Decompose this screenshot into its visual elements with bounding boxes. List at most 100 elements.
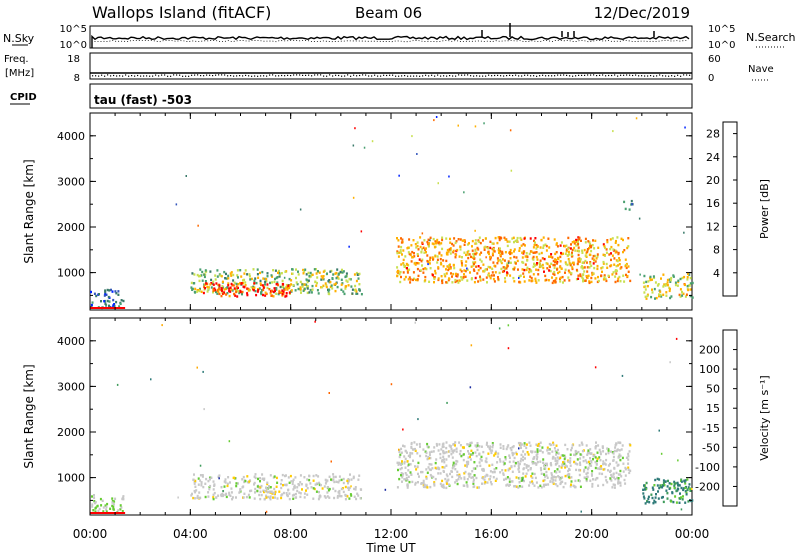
echo-cell	[437, 278, 440, 282]
echo-cell	[584, 241, 587, 244]
echo-cell	[212, 497, 215, 501]
echo-cell	[525, 268, 528, 272]
echo-cell	[683, 479, 686, 482]
echo-cell	[655, 493, 657, 496]
freq-top-tick: 18	[67, 54, 80, 65]
echo-cell	[612, 248, 615, 251]
noise-cell	[218, 477, 220, 480]
noise-cell	[402, 428, 404, 431]
echo-cell	[104, 504, 107, 507]
noise-cell	[161, 324, 163, 327]
echo-cell	[445, 237, 448, 240]
echo-cell	[432, 258, 434, 261]
echo-cell	[691, 499, 694, 502]
echo-cell	[114, 290, 117, 293]
echo-cell	[445, 259, 448, 263]
echo-cell	[326, 272, 328, 275]
echo-cell	[398, 450, 401, 453]
echo-cell	[486, 441, 488, 445]
nave-point	[266, 75, 268, 77]
echo-cell	[276, 497, 279, 500]
echo-cell	[479, 266, 482, 270]
echo-cell	[120, 299, 123, 302]
echo-cell	[614, 251, 617, 254]
echo-cell	[266, 481, 269, 484]
echo-cell	[416, 244, 419, 248]
echo-cell	[316, 289, 319, 292]
echo-cell	[303, 283, 306, 286]
echo-cell	[666, 485, 669, 488]
echo-cell	[516, 259, 519, 263]
echo-cell	[498, 271, 501, 275]
echo-cell	[316, 276, 319, 279]
echo-cell	[348, 277, 351, 281]
echo-cell	[522, 252, 525, 255]
echo-cell	[269, 498, 272, 501]
echo-cell	[260, 484, 263, 488]
nsky-top-tick: 10^5	[60, 24, 87, 35]
echo-cell	[561, 275, 564, 279]
echo-cell	[336, 268, 339, 271]
echo-cell	[250, 277, 253, 281]
echo-cell	[488, 252, 490, 256]
echo-cell	[337, 481, 340, 484]
echo-cell	[309, 288, 312, 292]
noise-cell	[509, 129, 512, 132]
echo-cell	[685, 293, 688, 296]
echo-cell	[610, 252, 612, 255]
echo-cell	[269, 474, 272, 477]
echo-cell	[620, 475, 623, 478]
echo-cell	[564, 271, 566, 274]
colorbar-frame	[722, 121, 738, 297]
nave-point	[173, 74, 175, 76]
nave-point	[554, 75, 556, 77]
echo-cell	[514, 239, 517, 243]
echo-cell	[249, 489, 251, 493]
echo-cell	[559, 260, 562, 263]
cpid-label: CPID	[10, 92, 37, 103]
echo-cell	[320, 286, 323, 289]
echo-cell	[111, 500, 114, 503]
echo-cell	[503, 269, 506, 273]
echo-cell	[206, 282, 209, 285]
echo-cell	[587, 466, 590, 469]
echo-cell	[422, 448, 425, 451]
echo-cell	[290, 480, 293, 483]
echo-cell	[358, 474, 361, 477]
cpid-value: tau (fast) -503	[94, 93, 192, 107]
echo-cell	[267, 495, 270, 499]
echo-cell	[328, 496, 331, 499]
echo-cell	[559, 481, 562, 485]
echo-cell	[323, 485, 326, 488]
echo-cell	[103, 294, 106, 297]
echo-cell	[680, 486, 683, 490]
echo-cell	[624, 207, 627, 211]
echo-cell	[105, 505, 108, 509]
echo-cell	[332, 487, 335, 490]
echo-cell	[517, 464, 520, 468]
echo-cell	[539, 466, 542, 470]
echo-cell	[429, 236, 432, 239]
echo-cell	[605, 262, 608, 266]
echo-cell	[496, 262, 499, 265]
noise-cell	[435, 116, 438, 118]
echo-cell	[576, 458, 579, 461]
echo-cell	[656, 484, 659, 487]
colorbar-tick-label: -100	[695, 461, 720, 474]
echo-cell	[333, 480, 336, 484]
echo-cell	[349, 278, 352, 281]
echo-cell	[621, 444, 624, 447]
echo-cell	[92, 509, 95, 512]
echo-cell	[259, 490, 262, 493]
echo-cell	[299, 287, 302, 290]
echo-cell	[618, 275, 621, 279]
echo-cell	[228, 287, 231, 290]
echo-cell	[261, 284, 264, 287]
echo-cell	[357, 478, 360, 481]
echo-cell	[317, 475, 320, 478]
nave-point	[518, 75, 520, 77]
echo-cell	[257, 276, 260, 279]
nave-point	[635, 74, 637, 76]
echo-cell	[311, 288, 314, 291]
echo-cell	[511, 446, 514, 449]
